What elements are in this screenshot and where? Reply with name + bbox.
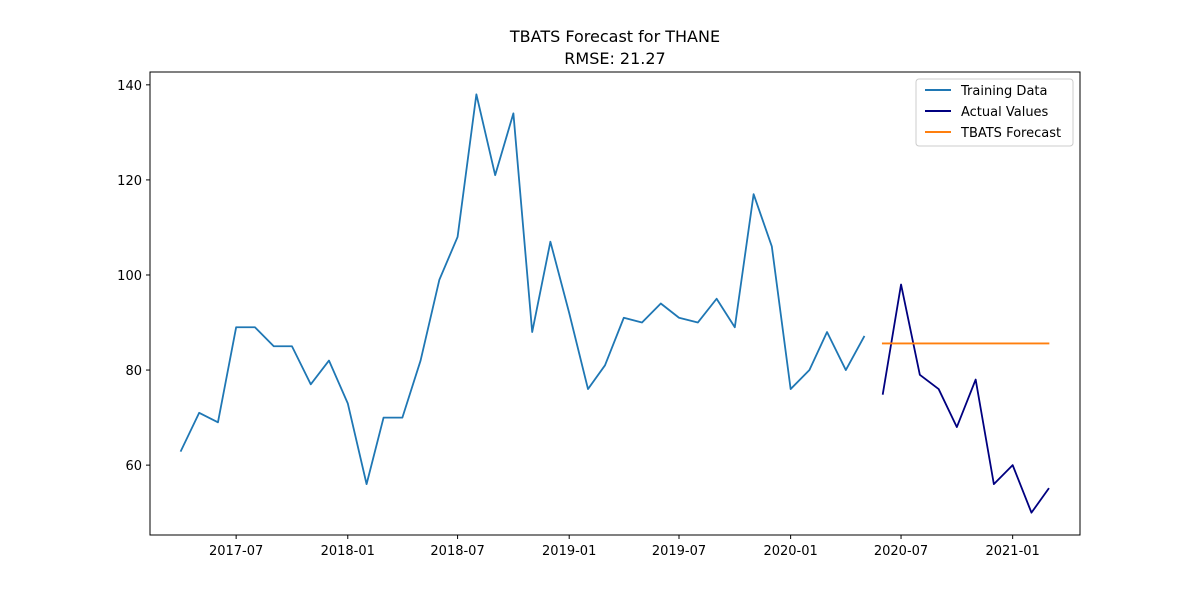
series-layer [179,93,1050,514]
legend: Training Data Actual Values TBATS Foreca… [915,78,1074,147]
x-tick-label: 2019-07 [652,544,706,559]
x-tick-label: 2019-01 [542,544,596,559]
legend-label-actual-values: Actual Values [961,105,1049,120]
series-line-training-data [179,93,866,486]
x-tick-label: 2020-07 [874,544,928,559]
legend-label-training-data: Training Data [960,84,1047,99]
legend-box [915,78,1074,147]
y-axis: 60 80 100 120 140 [117,79,150,474]
x-tick-label: 2021-01 [985,544,1039,559]
x-tick-label: 2018-07 [430,544,484,559]
x-tick-label: 2020-01 [763,544,817,559]
legend-label-tbats-forecast: TBATS Forecast [960,126,1061,141]
x-axis: 2017-07 2018-01 2018-07 2019-01 2019-07 2020-… [209,535,1040,559]
y-tick-label: 140 [117,79,142,94]
chart-subtitle: RMSE: 21.27 [564,49,665,68]
plot-frame [149,71,1081,536]
x-tick-label: 2018-01 [321,544,375,559]
chart-title: TBATS Forecast for THANE [509,27,720,46]
y-tick-label: 100 [117,269,142,284]
y-tick-label: 120 [117,174,142,189]
series-line-actual-values [881,283,1050,514]
y-tick-label: 60 [125,459,142,474]
y-tick-label: 80 [125,364,142,379]
x-tick-label: 2017-07 [209,544,263,559]
